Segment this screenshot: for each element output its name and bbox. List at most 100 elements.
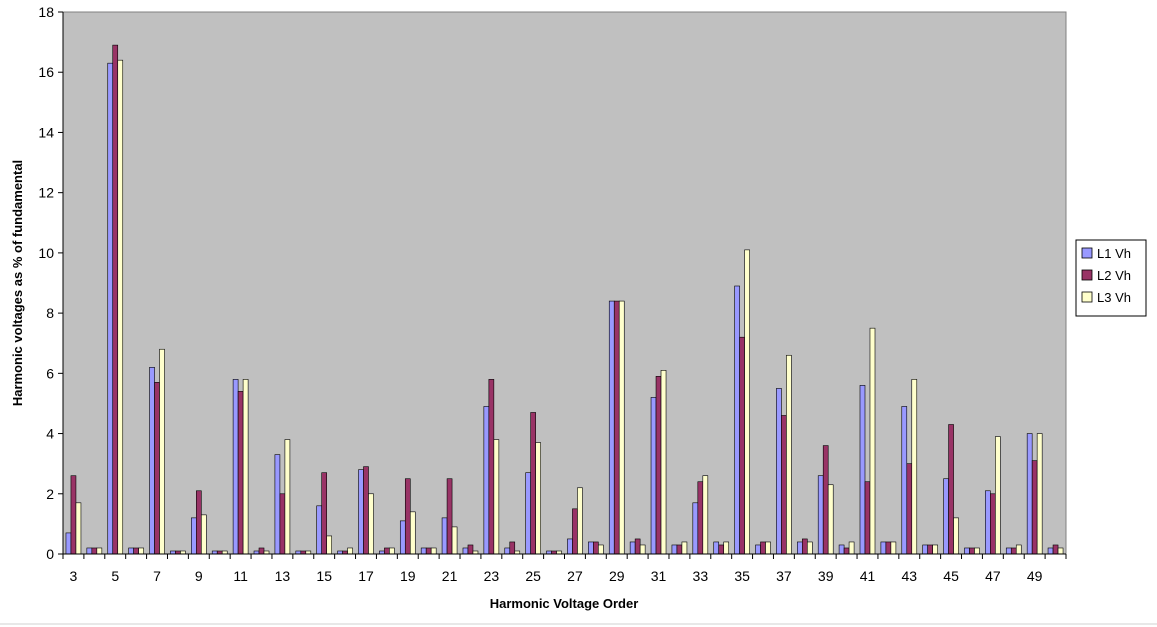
bar-l3-vh [159,348,165,555]
legend-swatch [1081,291,1093,303]
bar-l2-vh [927,544,933,555]
bar-l1-vh [629,541,636,555]
bar-l2-vh [425,547,432,555]
x-tick-label: 31 [651,568,667,584]
y-tick-label: 16 [38,64,54,80]
bar-l1-vh [838,544,845,555]
x-tick-label: 27 [567,568,583,584]
bar-l3-vh [117,59,124,555]
y-tick-label: 6 [46,365,54,381]
bar-l1-vh [859,385,866,555]
bar-l3-vh [660,370,667,555]
bar-l1-vh [650,397,657,555]
plot-area [62,11,1067,555]
bar-l3-vh [201,514,207,555]
bar-l3-vh [347,547,353,555]
bar-l2-vh [906,463,913,555]
y-tick-label: 0 [46,546,54,562]
bar-l2-vh [363,466,369,555]
bar-l3-vh [493,439,500,555]
bar-l2-vh [154,382,160,555]
bar-l3-vh [786,354,792,555]
bar-l1-vh [274,454,281,555]
bar-l2-vh [488,379,495,555]
x-tick-label: 45 [943,568,959,584]
bar-l3-vh [1015,544,1022,555]
bar-l1-vh [86,547,93,555]
bar-l3-vh [639,544,646,555]
bar-l2-vh [196,490,202,555]
bar-l1-vh [901,406,908,555]
bar-l3-vh [430,547,437,555]
bar-l3-vh [389,547,395,555]
x-tick-label: 33 [693,568,709,584]
bar-l3-vh [848,541,855,555]
x-tick-label: 25 [525,568,541,584]
bar-l2-vh [864,481,871,555]
bar-l1-vh [588,541,594,555]
bar-l2-vh [948,424,954,555]
bar-l1-vh [232,379,239,555]
bar-l2-vh [969,547,975,555]
bar-l3-vh [702,475,709,555]
x-tick-label: 7 [153,568,161,584]
bar-l2-vh [91,547,98,555]
x-tick-label: 13 [275,568,291,584]
y-tick-label: 4 [46,426,54,442]
y-tick-label: 8 [46,305,54,321]
x-tick-label: 43 [901,568,917,584]
x-tick-label: 29 [609,568,625,584]
bar-l2-vh [990,493,996,555]
bar-l3-vh [96,547,103,555]
bar-l1-vh [399,520,406,555]
legend-label: L2 Vh [1097,268,1131,283]
bar-l1-vh [441,517,448,555]
bar-l2-vh [822,445,829,555]
bar-l1-vh [985,490,991,555]
bar-l3-vh [765,541,771,555]
bar-l1-vh [1005,547,1012,555]
bar-l3-vh [326,535,333,555]
bar-l2-vh [321,472,328,555]
legend-swatch [1081,247,1093,259]
bar-l1-vh [692,502,699,555]
bar-l2-vh [593,541,599,555]
bar-l2-vh [760,541,766,555]
bar-l3-vh [618,300,625,555]
legend-label: L1 Vh [1097,246,1131,261]
bar-l3-vh [577,487,583,555]
y-tick-label: 12 [38,185,54,201]
bar-l1-vh [504,547,511,555]
bar-l2-vh [133,547,139,555]
bar-l3-vh [890,541,897,555]
bar-l1-vh [755,544,761,555]
legend-swatch [1081,269,1093,281]
bar-l1-vh [776,388,782,555]
x-tick-label: 35 [734,568,750,584]
bar-l2-vh [446,478,453,555]
bar-l2-vh [843,547,850,555]
bars-group [65,44,1064,555]
bar-l2-vh [258,547,265,555]
bar-l2-vh [718,544,725,555]
x-tick-label: 47 [985,568,1001,584]
bar-l3-vh [744,249,750,555]
x-tick-label: 17 [358,568,374,584]
bar-l1-vh [149,367,155,555]
bar-l2-vh [1010,547,1017,555]
legend: L1 Vh L2 Vh L3 Vh [1075,239,1147,317]
bar-l3-vh [242,379,249,555]
bar-l1-vh [128,547,134,555]
bar-l2-vh [112,44,119,555]
bar-l2-vh [676,544,683,555]
bar-l2-vh [885,541,892,555]
bar-l3-vh [138,547,144,555]
bar-l1-vh [817,475,824,555]
bar-l3-vh [535,442,541,555]
bar-l2-vh [572,508,578,555]
bar-l3-vh [681,541,688,555]
bar-l1-vh [316,505,323,555]
y-tick-label: 2 [46,486,54,502]
bar-l3-vh [974,547,980,555]
